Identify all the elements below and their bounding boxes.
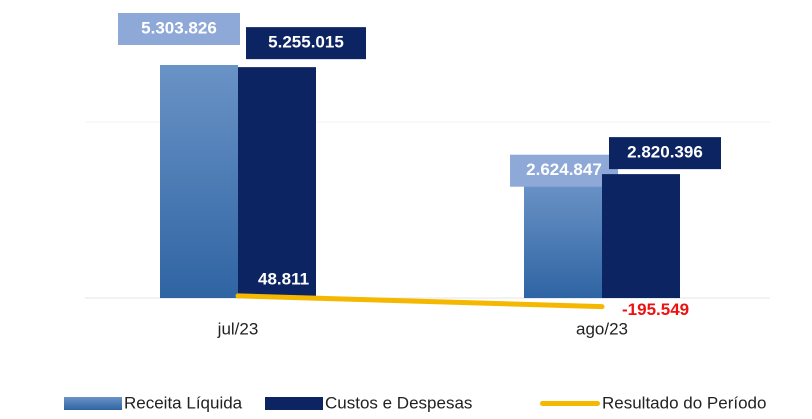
line (235, 293, 605, 310)
bar (524, 182, 602, 299)
x-tick-label: ago/23 (576, 319, 628, 338)
legend-label: Custos e Despesas (325, 393, 472, 412)
legend-swatch (540, 401, 600, 406)
bar (602, 174, 680, 299)
data-label: -195.549 (622, 300, 689, 319)
x-tick-label: jul/23 (217, 319, 259, 338)
legend-label: Resultado do Período (602, 393, 766, 412)
label-box (118, 12, 240, 45)
legend-swatch (265, 397, 323, 410)
data-label: 5.303.826 (141, 18, 217, 37)
data-label: 2.624.847 (526, 160, 602, 179)
data-label: 48.811 (258, 269, 309, 288)
data-label: 5.255.015 (268, 33, 344, 52)
data-label: 2.820.396 (627, 143, 703, 162)
legend-label: Receita Líquida (124, 393, 243, 412)
bar (238, 67, 316, 299)
label-box (609, 137, 721, 170)
legend-swatch (64, 397, 122, 410)
label-box (246, 27, 366, 60)
label-box (510, 154, 618, 187)
bar (160, 64, 238, 299)
